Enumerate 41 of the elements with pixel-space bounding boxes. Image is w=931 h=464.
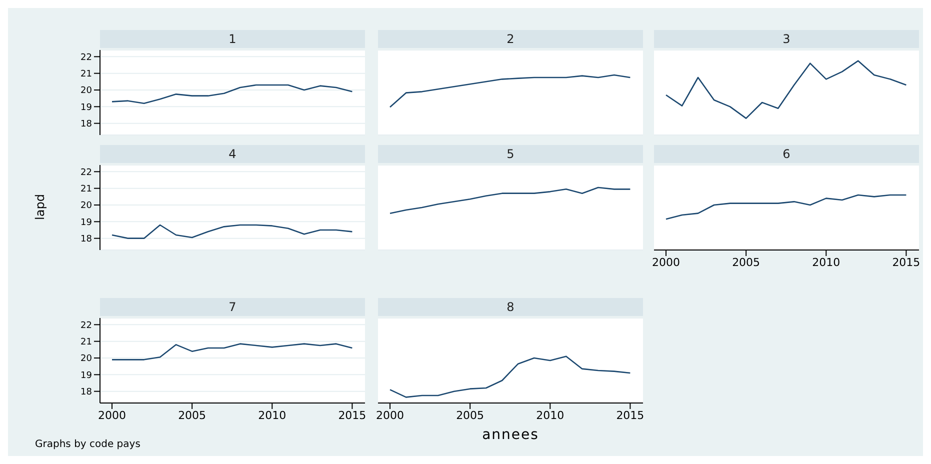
chart-title: 5 bbox=[378, 145, 643, 163]
y-tick-label: 21 bbox=[80, 184, 92, 195]
y-tick-label: 20 bbox=[80, 354, 92, 364]
text: Graphs by code pays bbox=[35, 439, 140, 450]
y-tick-label: 22 bbox=[80, 320, 92, 331]
y-tick-label: 22 bbox=[80, 52, 92, 63]
y-tick-label: 20 bbox=[80, 86, 92, 96]
x-tick-label: 2005 bbox=[178, 408, 206, 422]
chart-title: 2 bbox=[378, 30, 643, 48]
chart-title: 6 bbox=[654, 145, 919, 163]
line-series bbox=[111, 224, 353, 239]
y-tick-label: 19 bbox=[80, 102, 92, 113]
y-tick-label: 21 bbox=[80, 338, 92, 348]
x-tick-label: 2000 bbox=[376, 408, 404, 422]
y-tick-label: 19 bbox=[80, 370, 92, 381]
x-tick-label: 2015 bbox=[616, 408, 644, 422]
x-tick-label: 2005 bbox=[456, 408, 484, 422]
chart-title: 7 bbox=[100, 298, 365, 316]
line-series bbox=[111, 84, 353, 104]
y-axis-title: lapd bbox=[33, 192, 47, 222]
chart-title: 4 bbox=[100, 145, 365, 163]
y-tick-label: 18 bbox=[80, 388, 92, 398]
chart-title: 1 bbox=[100, 30, 365, 48]
chart-title: 3 bbox=[654, 30, 919, 48]
y-tick-label: 18 bbox=[80, 120, 92, 130]
y-tick-label: 22 bbox=[80, 168, 92, 178]
y-tick-label: 20 bbox=[80, 201, 92, 212]
x-tick-label: 2005 bbox=[732, 256, 760, 269]
x-tick-label: 2010 bbox=[258, 408, 286, 422]
chart-title: 8 bbox=[378, 298, 643, 316]
line-series bbox=[111, 343, 353, 360]
x-axis-title: annees bbox=[481, 427, 540, 443]
x-tick-label: 2010 bbox=[812, 256, 840, 269]
x-tick-label: 2000 bbox=[652, 256, 680, 269]
y-tick-label: 18 bbox=[80, 234, 92, 245]
x-tick-label: 2015 bbox=[892, 256, 920, 269]
x-tick-label: 2000 bbox=[98, 408, 126, 422]
y-tick-label: 19 bbox=[80, 218, 92, 228]
x-tick-label: 2010 bbox=[536, 408, 564, 422]
y-tick-label: 21 bbox=[80, 70, 92, 80]
x-tick-label: 2015 bbox=[338, 408, 366, 422]
